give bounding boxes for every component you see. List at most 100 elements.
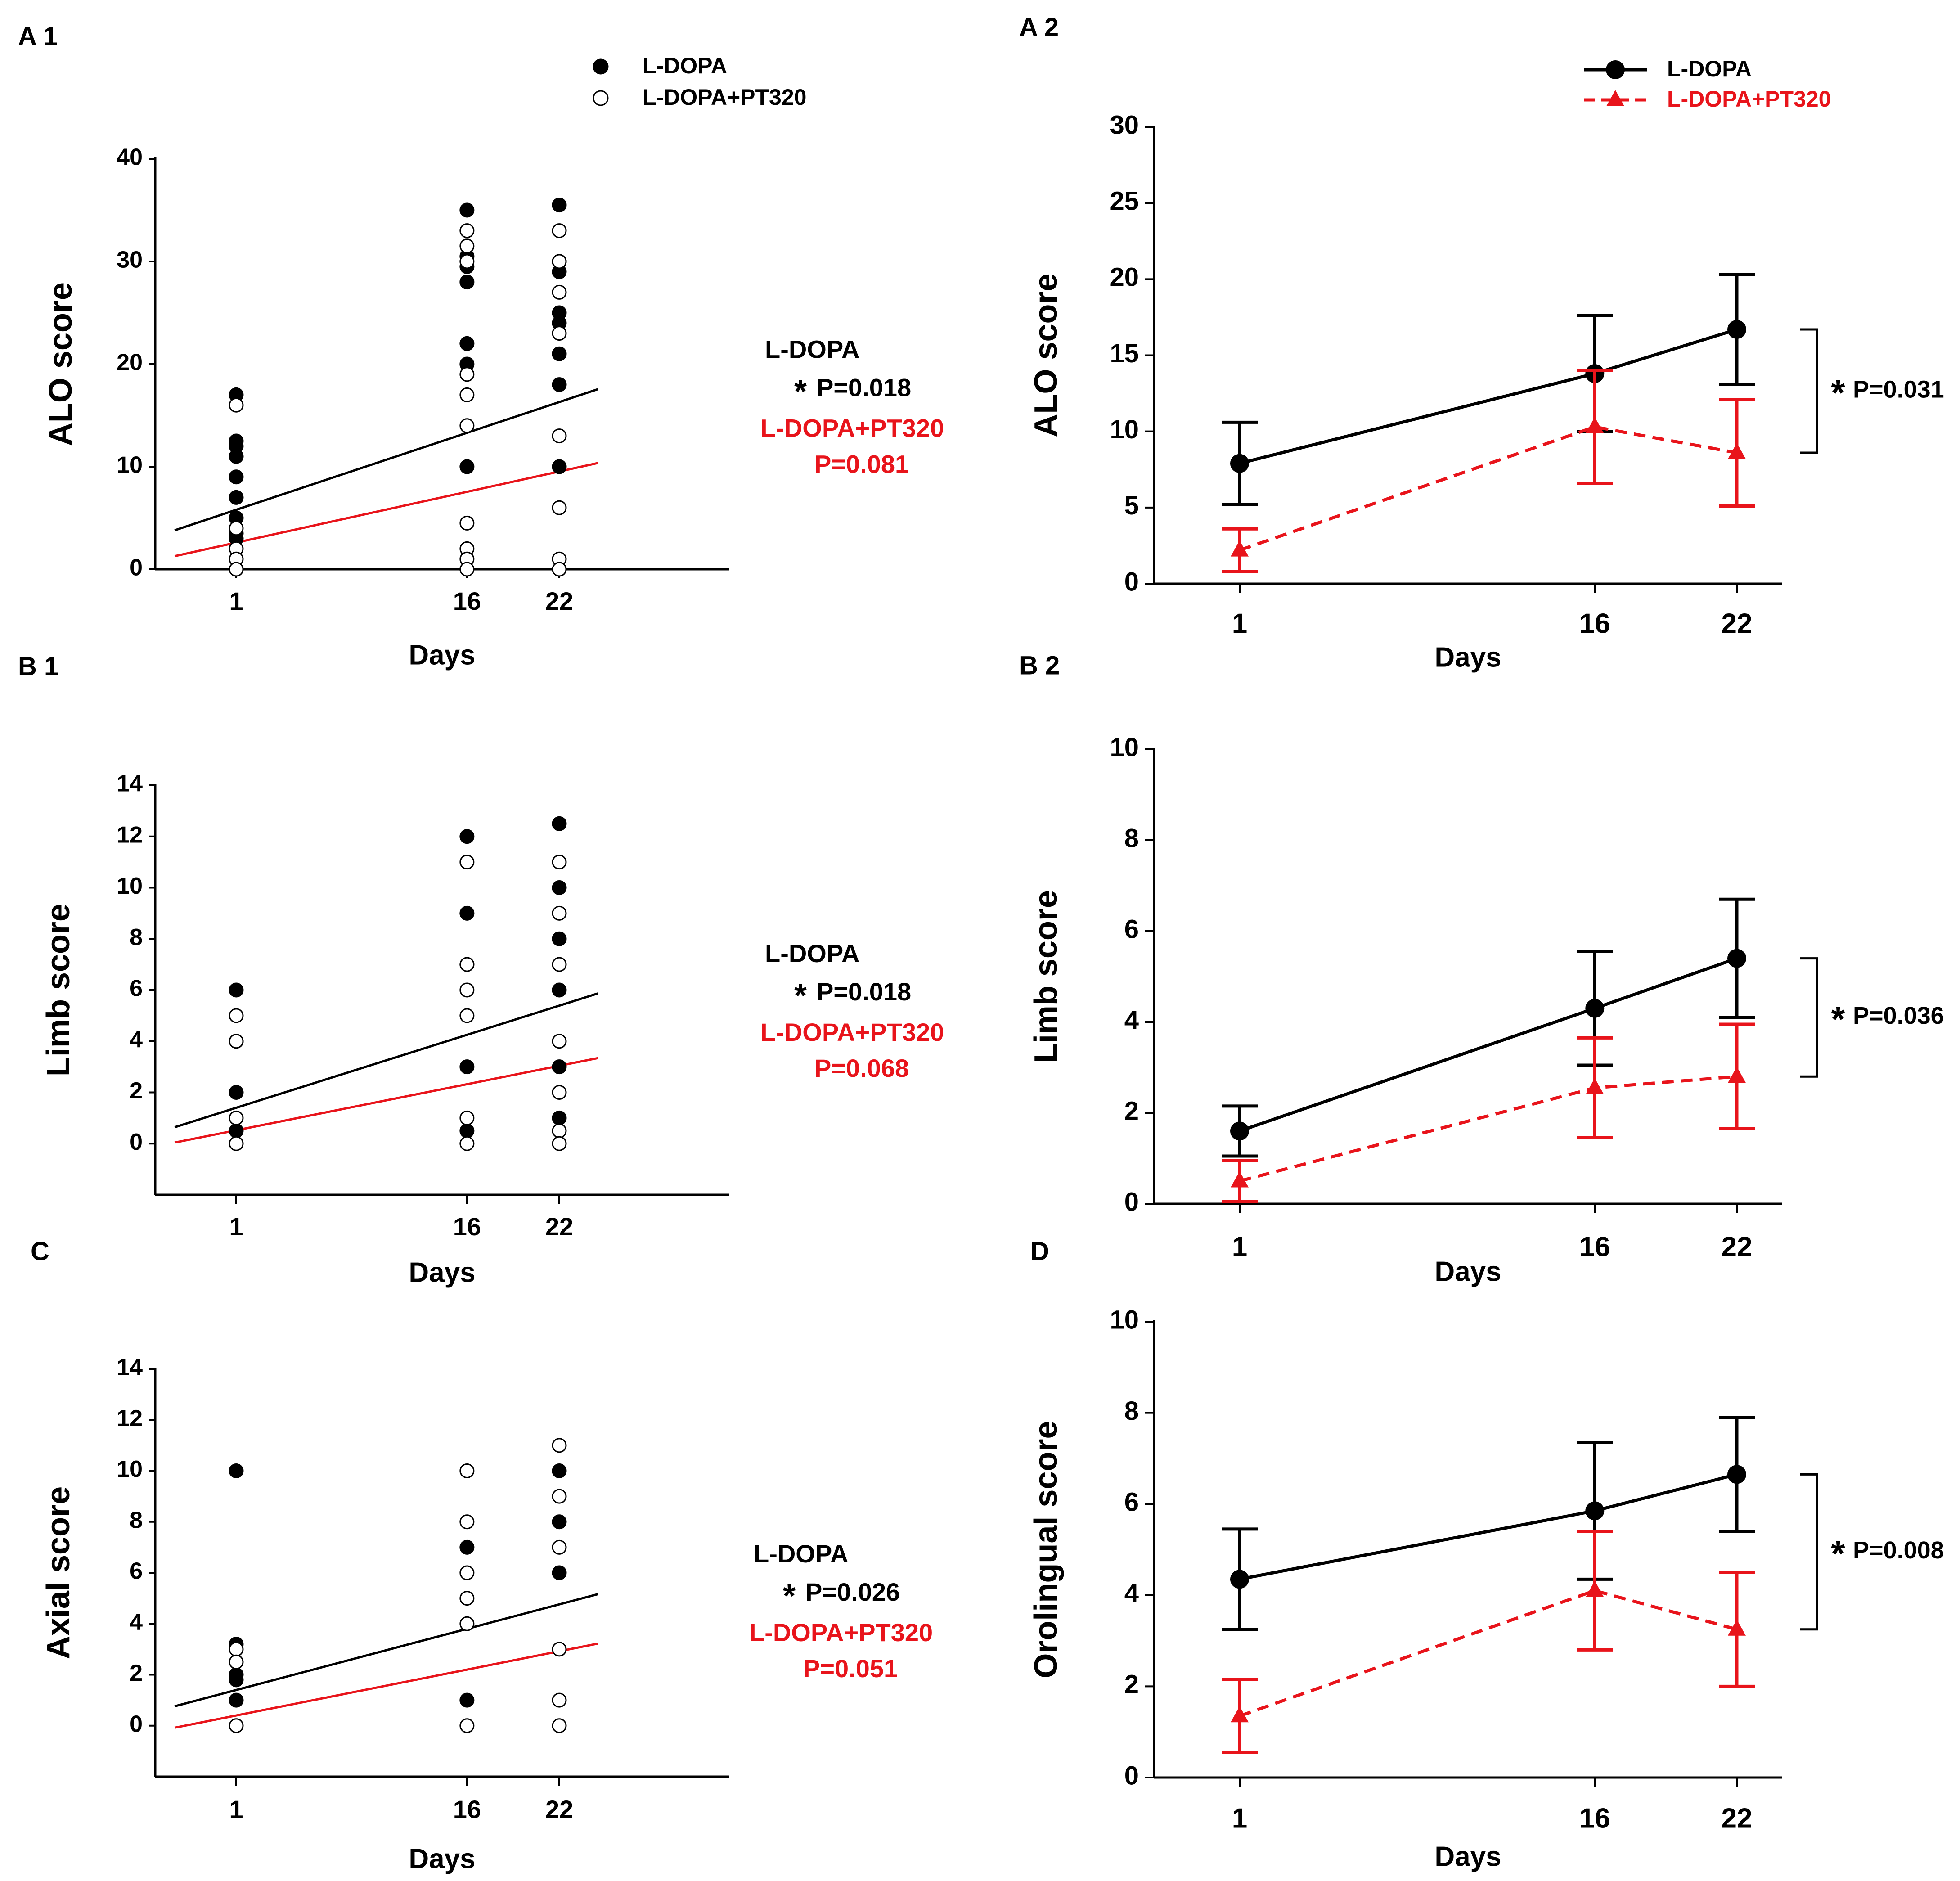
x-tick-label: 1	[1232, 1803, 1247, 1834]
legend-a2: L-DOPA L-DOPA+PT320	[1584, 56, 1831, 112]
y-tick-label: 30	[117, 247, 143, 273]
point-ldopa	[552, 982, 567, 998]
x-tick-label: 16	[1579, 1231, 1610, 1262]
point-pt320	[459, 515, 475, 531]
y-axis-label: Orolingual score	[1028, 1421, 1064, 1678]
marker-pt320	[1728, 1066, 1746, 1083]
x-tick-label: 16	[1579, 608, 1610, 639]
point-pt320	[459, 1616, 475, 1631]
legend-label-ldopa: L-DOPA	[1667, 56, 1752, 81]
point-pt320	[552, 500, 567, 515]
y-tick-label: 10	[117, 452, 143, 478]
point-pt320	[552, 905, 567, 921]
point-pt320	[229, 1136, 244, 1151]
marker-pt320	[1231, 1706, 1249, 1723]
y-tick-label: 4	[130, 1026, 143, 1053]
point-ldopa	[552, 346, 567, 361]
y-tick-label: 0	[1124, 1761, 1139, 1790]
y-tick-label: 4	[1124, 1005, 1139, 1035]
point-pt320	[459, 957, 475, 972]
legend-marker-pt320	[593, 90, 609, 106]
ldopa-fit-label: L-DOPA	[765, 939, 860, 968]
marker-ldopa	[1727, 320, 1746, 339]
significance-bracket	[1800, 1473, 1818, 1631]
point-pt320	[459, 387, 475, 402]
x-axis-label: Days	[409, 639, 475, 670]
point-ldopa	[459, 459, 475, 474]
y-tick-label: 14	[117, 1354, 143, 1381]
y-tick-label: 0	[130, 555, 143, 581]
legend-a1: L-DOPA L-DOPA+PT320	[593, 53, 806, 110]
point-pt320	[459, 1110, 475, 1125]
marker-ldopa	[1727, 1465, 1746, 1484]
fit-line-ldopa	[174, 388, 598, 531]
significance-p-value: P=0.008	[1853, 1537, 1944, 1564]
point-pt320	[552, 326, 567, 341]
point-pt320	[552, 223, 567, 238]
point-ldopa	[552, 931, 567, 946]
y-axis-label: Limb score	[40, 904, 76, 1076]
x-tick-label: 1	[1232, 608, 1247, 639]
point-ldopa	[229, 490, 244, 505]
panel-letter: A 2	[1019, 13, 1059, 42]
x-tick-label: 16	[453, 1212, 481, 1241]
y-tick-label: 12	[117, 822, 143, 848]
ldopa-fit-label: L-DOPA	[765, 335, 860, 363]
series-line-pt320	[1239, 1075, 1737, 1183]
point-ldopa	[229, 1692, 244, 1708]
y-tick-label: 2	[130, 1660, 143, 1686]
point-pt320	[552, 254, 567, 269]
marker-pt320	[1586, 1078, 1604, 1094]
significance-p-value: P=0.036	[1853, 1002, 1944, 1029]
point-pt320	[459, 1514, 475, 1530]
fit-line-ldopa	[174, 992, 598, 1129]
y-tick-label: 15	[1110, 339, 1139, 368]
point-pt320	[229, 1008, 244, 1023]
pt320-fit-label: L-DOPA+PT320	[760, 1018, 944, 1046]
point-ldopa	[459, 1539, 475, 1555]
y-tick-label: 2	[1124, 1670, 1139, 1699]
point-pt320	[552, 957, 567, 972]
fit-line-pt320	[174, 1057, 598, 1144]
legend-label-ldopa: L-DOPA	[643, 53, 727, 78]
ldopa-p-value: P=0.018	[817, 373, 911, 401]
point-ldopa	[459, 905, 475, 921]
point-ldopa	[552, 198, 567, 213]
y-tick-label: 2	[130, 1078, 143, 1104]
y-tick-label: 0	[1124, 567, 1139, 596]
y-tick-label: 30	[1110, 110, 1139, 140]
y-tick-label: 10	[1110, 1305, 1139, 1334]
y-tick-label: 4	[1124, 1579, 1139, 1608]
series-line-ldopa	[1239, 328, 1738, 465]
marker-pt320	[1586, 1580, 1604, 1597]
x-tick-label: 22	[545, 1795, 573, 1823]
marker-ldopa	[1727, 949, 1746, 968]
significance-bracket	[1800, 328, 1818, 454]
point-pt320	[552, 1136, 567, 1151]
x-tick-label: 1	[1232, 1231, 1247, 1262]
pt320-p-value: P=0.081	[814, 450, 909, 478]
pt320-p-value: P=0.051	[803, 1654, 898, 1683]
point-ldopa	[229, 1085, 244, 1100]
point-ldopa	[229, 1463, 244, 1478]
point-pt320	[552, 1692, 567, 1708]
significance-star: *	[1831, 373, 1845, 413]
point-ldopa	[552, 377, 567, 392]
x-tick-label: 22	[1722, 608, 1753, 639]
marker-ldopa	[1230, 1121, 1249, 1141]
y-tick-label: 0	[130, 1711, 143, 1737]
point-pt320	[552, 1123, 567, 1138]
pt320-fit-label: L-DOPA+PT320	[749, 1618, 933, 1647]
significance-star: *	[1831, 999, 1845, 1039]
y-tick-label: 6	[1124, 914, 1139, 944]
x-axis-label: Days	[1434, 1256, 1501, 1287]
x-tick-label: 22	[1722, 1803, 1753, 1834]
legend-marker-ldopa	[1606, 60, 1625, 79]
y-tick-label: 0	[1124, 1187, 1139, 1216]
point-pt320	[459, 1718, 475, 1733]
y-tick-label: 20	[117, 350, 143, 376]
y-tick-label: 6	[130, 1558, 143, 1584]
panel-c: C 0 2 4 6 8 10 12 14 1 16 22 Days Axial score L-DOPA * P…	[31, 1237, 933, 1874]
ldopa-fit-label: L-DOPA	[754, 1539, 849, 1568]
ldopa-p-value: P=0.026	[805, 1578, 900, 1606]
